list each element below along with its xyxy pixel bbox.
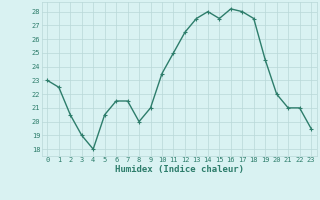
X-axis label: Humidex (Indice chaleur): Humidex (Indice chaleur) (115, 165, 244, 174)
